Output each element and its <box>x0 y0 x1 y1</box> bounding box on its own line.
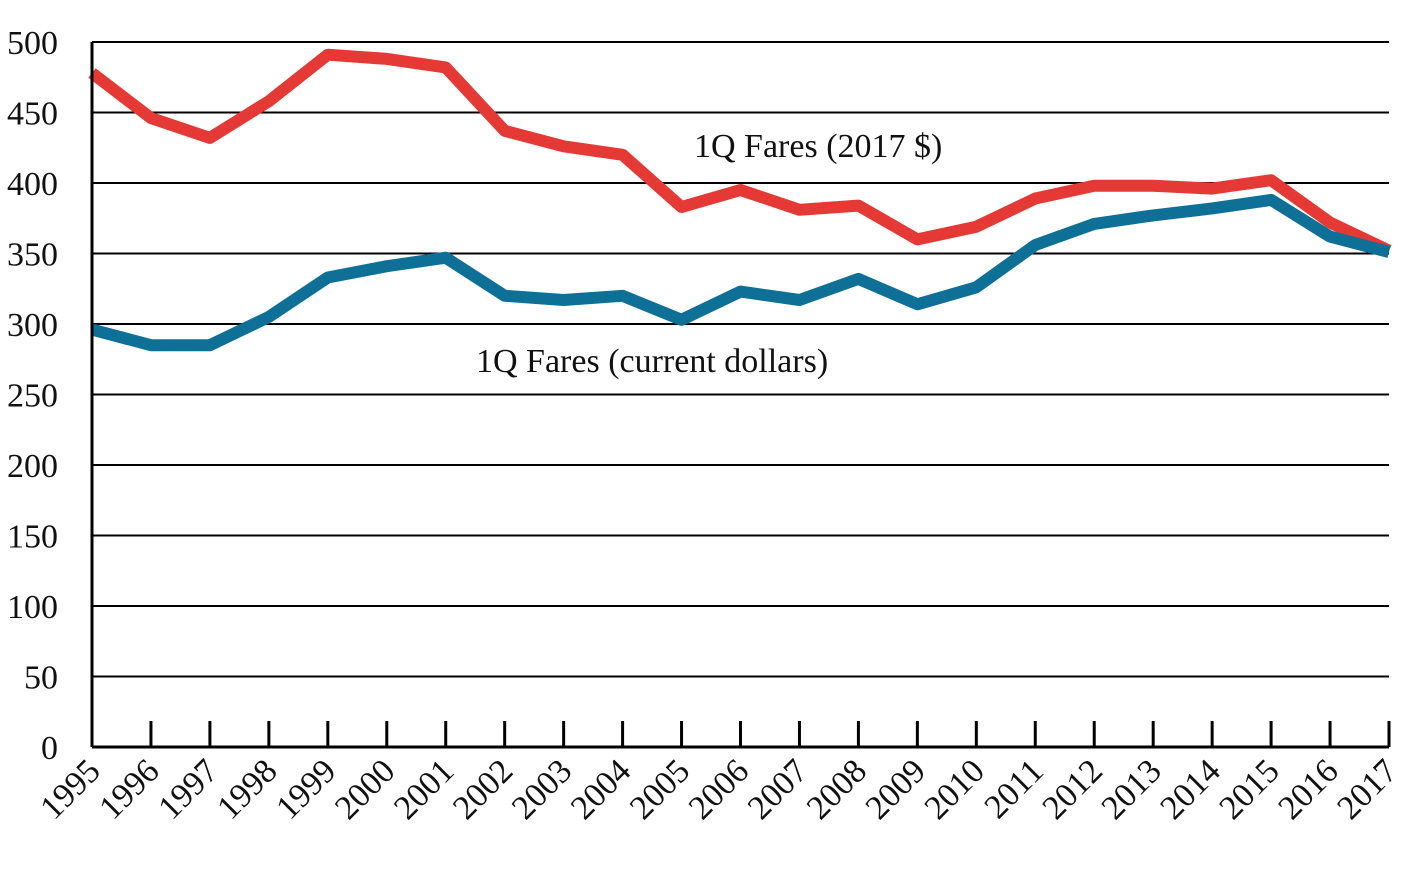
x-tick-label: 1997 <box>151 752 225 826</box>
x-tick-label: 2005 <box>623 752 697 826</box>
x-tick-label: 2003 <box>505 752 579 826</box>
y-tick-label: 150 <box>7 519 58 556</box>
x-tick-label: 2001 <box>387 752 461 826</box>
x-tick-label: 2010 <box>918 752 992 826</box>
x-tick-label: 2006 <box>682 752 756 826</box>
x-tick-labels: 1995199619971998199920002001200220032004… <box>33 752 1404 826</box>
y-tick-label: 50 <box>24 660 58 697</box>
series-label-current: 1Q Fares (current dollars) <box>476 343 828 380</box>
gridlines <box>92 41 1389 678</box>
x-tick-label: 1996 <box>92 752 166 826</box>
y-tick-label: 250 <box>7 378 58 415</box>
x-tick-label: 2017 <box>1330 752 1404 826</box>
x-tick-label: 2011 <box>978 752 1051 825</box>
x-tick-label: 2000 <box>328 752 402 826</box>
x-tick-label: 1998 <box>210 752 284 826</box>
x-tick-label: 2002 <box>446 752 520 826</box>
series-line-1 <box>90 193 1391 352</box>
y-tick-label: 100 <box>7 589 58 626</box>
x-tick-label: 2004 <box>564 752 638 826</box>
series-label-real: 1Q Fares (2017 $) <box>694 128 942 165</box>
y-tick-label: 500 <box>7 25 58 62</box>
y-tick-label: 200 <box>7 448 58 485</box>
series-labels: 1Q Fares (2017 $) 1Q Fares (current doll… <box>476 128 942 380</box>
x-tick-label: 2013 <box>1095 752 1169 826</box>
x-tick-label: 2016 <box>1271 752 1345 826</box>
x-tick-label: 2015 <box>1213 752 1287 826</box>
axes <box>90 42 1391 749</box>
y-tick-labels: 0 50 100 150 200 250 300 350 400 450 500 <box>7 25 58 767</box>
x-tick-label: 2012 <box>1036 752 1110 826</box>
y-tick-label: 450 <box>7 96 58 133</box>
y-tick-label: 300 <box>7 307 58 344</box>
series-line-0 <box>88 48 1392 257</box>
x-tick-label: 1999 <box>269 752 343 826</box>
y-tick-label: 350 <box>7 237 58 274</box>
series-lines <box>88 48 1392 352</box>
y-tick-label: 0 <box>41 730 58 767</box>
x-tick-label: 2008 <box>800 752 874 826</box>
x-tick-label: 2014 <box>1154 752 1228 826</box>
x-tick-label: 2007 <box>741 752 815 826</box>
y-tick-label: 400 <box>7 166 58 203</box>
x-tick-label: 2009 <box>859 752 933 826</box>
